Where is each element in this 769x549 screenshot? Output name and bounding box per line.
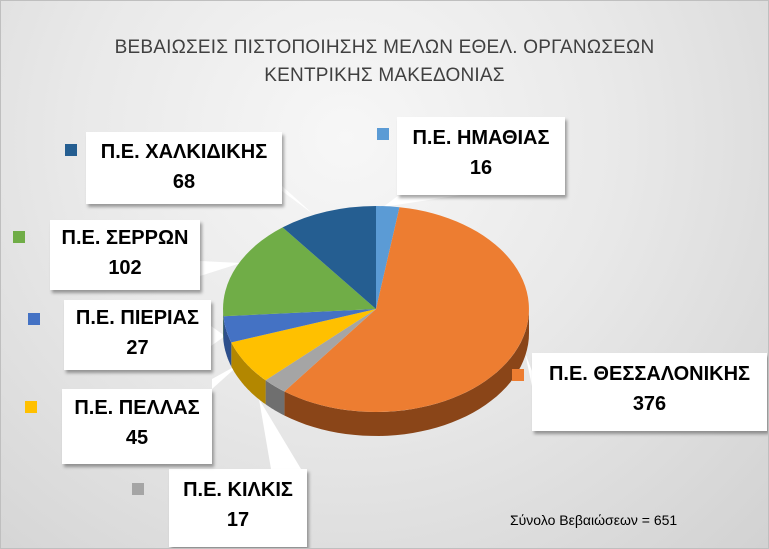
callout-name: Π.Ε. ΣΕΡΡΩΝ: [61, 227, 189, 249]
callout-leader-5: [200, 261, 241, 276]
chart-title-line-1: ΒΕΒΑΙΩΣΕΙΣ ΠΙΣΤΟΠΟΙΗΣΗΣ ΜΕΛΩΝ ΕΘΕΛ. ΟΡΓΑ…: [114, 37, 655, 58]
pie-sides: [223, 309, 529, 436]
callout-imathia: Π.Ε. ΗΜΑΘΙΑΣ 16: [397, 117, 565, 195]
legend-key-pieria: [28, 313, 40, 325]
callout-name: Π.Ε. ΘΕΣΣΑΛΟΝΙΚΗΣ: [548, 363, 751, 385]
callout-value: 45: [125, 427, 149, 449]
callout-leader-4: [211, 326, 225, 346]
callout-name: Π.Ε. ΚΙΛΚΙΣ: [183, 479, 293, 501]
callout-value: 376: [632, 393, 667, 415]
legend-key-serres: [13, 231, 25, 243]
legend-key-pella: [25, 401, 37, 413]
callout-chalkidiki: Π.Ε. ΧΑΛΚΙΔΙΚΗΣ 68: [86, 132, 282, 204]
callout-name: Π.Ε. ΗΜΑΘΙΑΣ: [412, 127, 550, 149]
pie-slice-5[interactable]: [223, 227, 376, 317]
pie-slice-6[interactable]: [282, 206, 376, 309]
pie-side-2: [265, 380, 285, 416]
pie-slices: [223, 205, 529, 412]
legend-key-thessaloniki: [512, 369, 524, 381]
callout-value: 17: [226, 509, 250, 531]
pie-side-3: [231, 342, 266, 405]
callout-pieria: Π.Ε. ΠΙΕΡΙΑΣ 27: [64, 300, 211, 370]
pie-side-4: [223, 316, 232, 367]
callout-value: 102: [108, 257, 142, 279]
pie-side-1: [284, 309, 529, 436]
pie-slice-3[interactable]: [231, 309, 376, 381]
chart-title-line-2: ΚΕΝΤΡΙΚΗΣ ΜΑΚΕΔΟΝΙΑΣ: [264, 65, 505, 86]
callout-thessaloniki: Π.Ε. ΘΕΣΣΑΛΟΝΙΚΗΣ 376: [532, 353, 767, 431]
callout-kilkis: Π.Ε. ΚΙΛΚΙΣ 17: [169, 469, 307, 547]
callout-name: Π.Ε. ΧΑΛΚΙΔΙΚΗΣ: [100, 141, 268, 163]
legend-key-chalkidiki: [65, 144, 77, 156]
pie-slice-2[interactable]: [265, 309, 376, 392]
chart-title: ΒΕΒΑΙΩΣΕΙΣ ΠΙΣΤΟΠΟΙΗΣΗΣ ΜΕΛΩΝ ΕΘΕΛ. ΟΡΓΑ…: [1, 34, 768, 90]
callout-value: 27: [126, 337, 149, 359]
total-annotation: Σύνολο Βεβαιώσεων = 651: [510, 512, 678, 528]
callout-value: 16: [469, 157, 493, 179]
callout-value: 68: [172, 171, 196, 193]
callout-leader-2: [259, 399, 301, 469]
callout-name: Π.Ε. ΠΕΛΛΑΣ: [74, 397, 200, 419]
callout-pella: Π.Ε. ΠΕΛΛΑΣ 45: [62, 389, 212, 464]
legend-key-imathia: [377, 128, 389, 140]
callout-serres: Π.Ε. ΣΕΡΡΩΝ 102: [50, 220, 200, 290]
callout-leader-1: [525, 353, 532, 386]
pie-slice-0[interactable]: [376, 205, 400, 309]
callout-name: Π.Ε. ΠΙΕΡΙΑΣ: [75, 307, 200, 329]
pie-slice-1[interactable]: [284, 207, 529, 412]
callout-leader-0: [383, 195, 461, 207]
callout-leaders: [200, 176, 532, 469]
pie-slice-4[interactable]: [223, 309, 376, 343]
legend-key-kilkis: [132, 483, 144, 495]
